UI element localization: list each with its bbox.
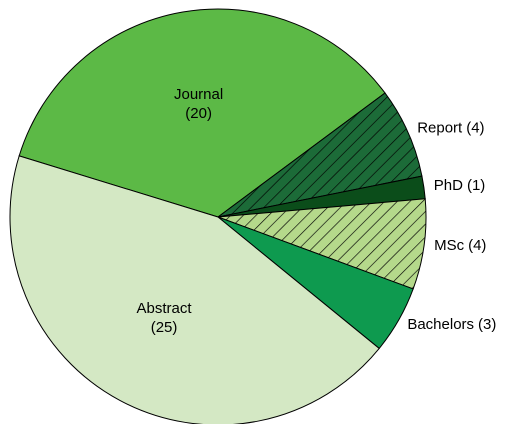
slice-value-label: (25) <box>151 319 178 336</box>
slice-value-label: (20) <box>185 105 212 122</box>
slice-label: Journal <box>174 86 223 103</box>
slice-label: Bachelors <box>407 316 474 333</box>
pie-slice <box>9 155 380 426</box>
pie-slice <box>18 8 386 218</box>
slice-label: PhD <box>434 177 463 194</box>
slice-label: MSc <box>434 237 465 254</box>
slice-hatch <box>218 198 427 289</box>
slice-label: Abstract <box>137 300 193 317</box>
slice-label: Report <box>417 119 463 136</box>
slice-value-label: (1) <box>467 177 485 194</box>
slice-value-label: (4) <box>468 237 486 254</box>
slice-value-label: (3) <box>478 316 496 333</box>
slice-value-label: (4) <box>466 119 484 136</box>
